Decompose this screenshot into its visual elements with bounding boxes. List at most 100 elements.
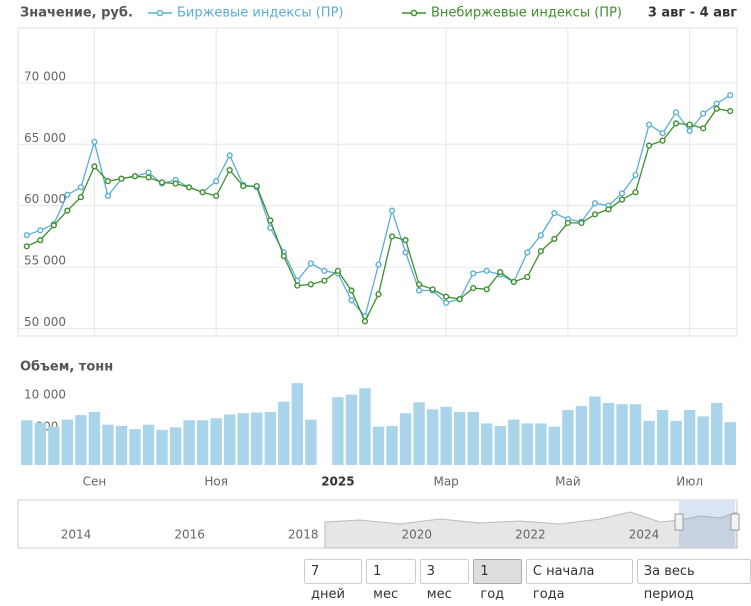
legend-label: Внебиржевые индексы (ПР) (431, 6, 622, 21)
range-button[interactable]: 1 мес (366, 559, 416, 602)
data-point (618, 190, 626, 197)
range-button[interactable]: 7 дней (304, 559, 363, 602)
volume-bar (332, 397, 344, 465)
data-point (91, 163, 98, 170)
data-point (77, 184, 84, 191)
volume-bar (494, 425, 506, 465)
volume-bar (683, 409, 696, 465)
volume-bar (711, 402, 723, 465)
volume-bar (399, 413, 412, 465)
data-point (456, 296, 463, 303)
data-point (321, 277, 328, 284)
data-point (64, 191, 71, 198)
data-point (37, 237, 44, 244)
data-point (104, 178, 112, 185)
data-point (727, 108, 734, 115)
data-point (267, 217, 274, 224)
data-point (483, 286, 490, 293)
data-point (402, 249, 409, 256)
data-point (618, 196, 626, 203)
navigator-label: 2022 (515, 528, 546, 542)
data-point (131, 173, 139, 180)
volume-bar (521, 423, 533, 465)
plot-frame (17, 27, 738, 337)
volume-bar (372, 426, 385, 465)
data-point (375, 261, 382, 268)
range-button[interactable]: 1 год (473, 559, 522, 602)
range-button[interactable]: 3 мес (419, 559, 470, 602)
volume-bar (88, 411, 101, 465)
data-point (172, 180, 179, 187)
data-point (23, 232, 30, 239)
data-point (443, 293, 450, 300)
data-point (537, 232, 544, 239)
data-point (402, 237, 409, 244)
data-point (118, 175, 125, 182)
volume-bar (264, 411, 276, 465)
volume-bar (251, 412, 263, 465)
volume-bar (386, 425, 398, 465)
data-point (104, 192, 112, 200)
volume-bar (115, 425, 128, 465)
volume-bar (481, 423, 493, 465)
volume-bar (278, 401, 290, 465)
volume-bar (196, 420, 209, 465)
volume-bar (656, 409, 669, 465)
chart-header: Значение, руб. (20, 6, 133, 21)
data-point (470, 284, 477, 292)
volume-bar (453, 411, 466, 465)
data-point (253, 182, 260, 190)
page: Значение, руб. 3 авг - 4 авг Объем, тонн… (17, 5, 751, 602)
y-tick-label: 60 000 (24, 192, 66, 206)
data-point (524, 273, 531, 281)
data-point (686, 121, 693, 128)
data-point (686, 127, 693, 134)
navigator-label: 2024 (629, 528, 660, 542)
x-tick-label: Ноя (204, 475, 228, 489)
range-button[interactable]: С начала года (525, 559, 633, 602)
navigator-label: 2014 (61, 528, 92, 542)
volume-bar (602, 402, 615, 465)
volume-bar (643, 420, 655, 465)
legend-marker (410, 9, 418, 17)
navigator-selection[interactable] (679, 501, 735, 547)
volume-bar (359, 388, 371, 465)
data-point (280, 253, 287, 260)
volume-bar (562, 409, 574, 465)
volume-bar (142, 424, 155, 465)
data-point (483, 267, 490, 274)
volume-bar (670, 420, 682, 465)
volume-bar (724, 422, 736, 465)
data-point (307, 260, 314, 267)
x-tick-label: 2025 (321, 475, 354, 489)
data-point (186, 184, 193, 191)
volume-bar (548, 426, 561, 465)
data-point (226, 166, 233, 174)
volume-bar (48, 426, 60, 465)
data-point (564, 219, 571, 227)
volume-bar (440, 406, 452, 465)
data-point (645, 121, 653, 128)
data-point (307, 281, 314, 288)
data-point (591, 211, 599, 218)
navigator-handle[interactable] (730, 513, 740, 531)
data-point (700, 125, 707, 132)
volume-bar (426, 409, 439, 465)
data-point (470, 270, 477, 277)
data-point (605, 206, 612, 213)
data-point (294, 282, 301, 289)
data-point (645, 142, 653, 149)
navigator-handle[interactable] (674, 513, 684, 531)
range-button[interactable]: За весь период (636, 559, 751, 602)
volume-bar (589, 396, 601, 465)
data-point (673, 120, 680, 127)
volume-bar (697, 416, 709, 465)
data-point (37, 227, 44, 234)
volume-bar (291, 383, 304, 465)
volume-bar (169, 427, 182, 465)
data-point (388, 233, 396, 240)
volume-bar (224, 414, 236, 465)
data-point (375, 291, 382, 298)
volume-bar (34, 422, 46, 465)
data-point (551, 210, 558, 217)
